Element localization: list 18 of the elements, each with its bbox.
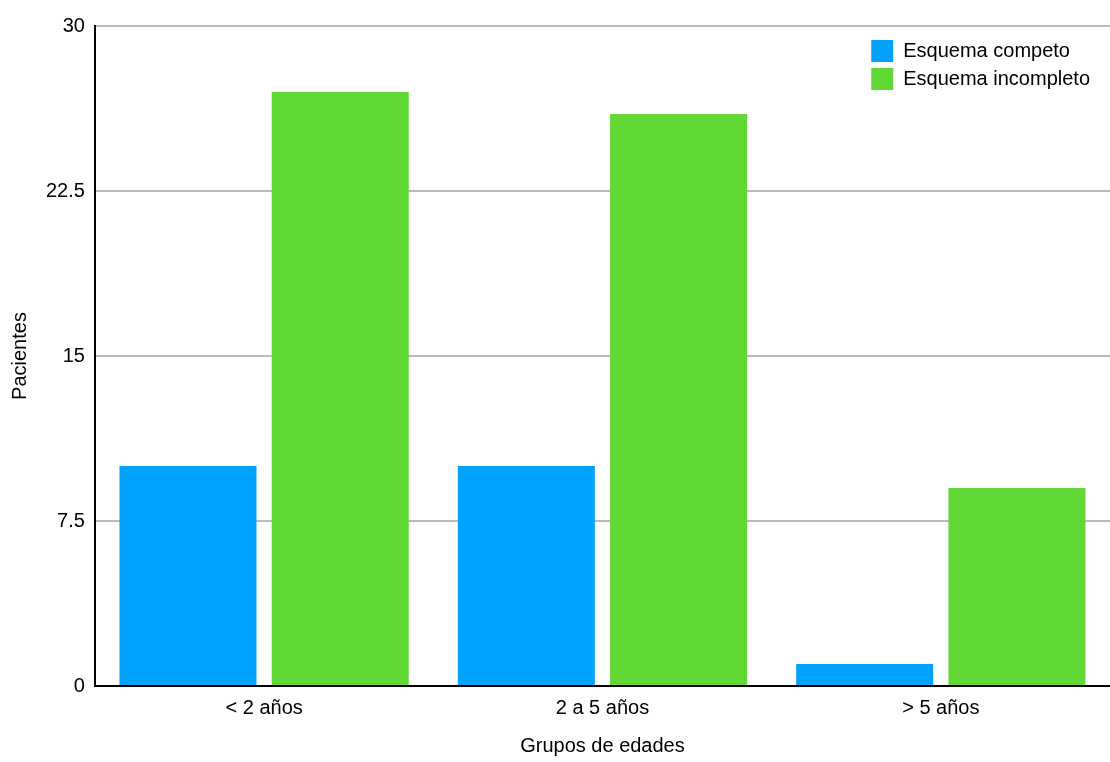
y-tick-label: 30 (62, 13, 85, 36)
bar (271, 92, 409, 685)
y-tick-label: 7.5 (57, 508, 85, 531)
x-axis-title: Grupos de edades (520, 733, 685, 756)
bar (948, 488, 1086, 685)
x-tick-label: 2 a 5 años (555, 695, 650, 718)
y-axis-title: Pacientes (7, 312, 30, 400)
legend-label: Esquema incompleto (903, 66, 1091, 89)
bar (119, 466, 257, 685)
bar (796, 664, 934, 685)
x-tick-label: < 2 años (225, 695, 303, 718)
legend-label: Esquema competo (903, 38, 1070, 61)
y-tick-label: 22.5 (45, 178, 85, 201)
y-tick-label: 15 (62, 343, 85, 366)
bar (457, 466, 595, 685)
bar (610, 114, 748, 685)
x-tick-label: > 5 años (902, 695, 980, 718)
y-tick-label: 0 (73, 673, 85, 696)
